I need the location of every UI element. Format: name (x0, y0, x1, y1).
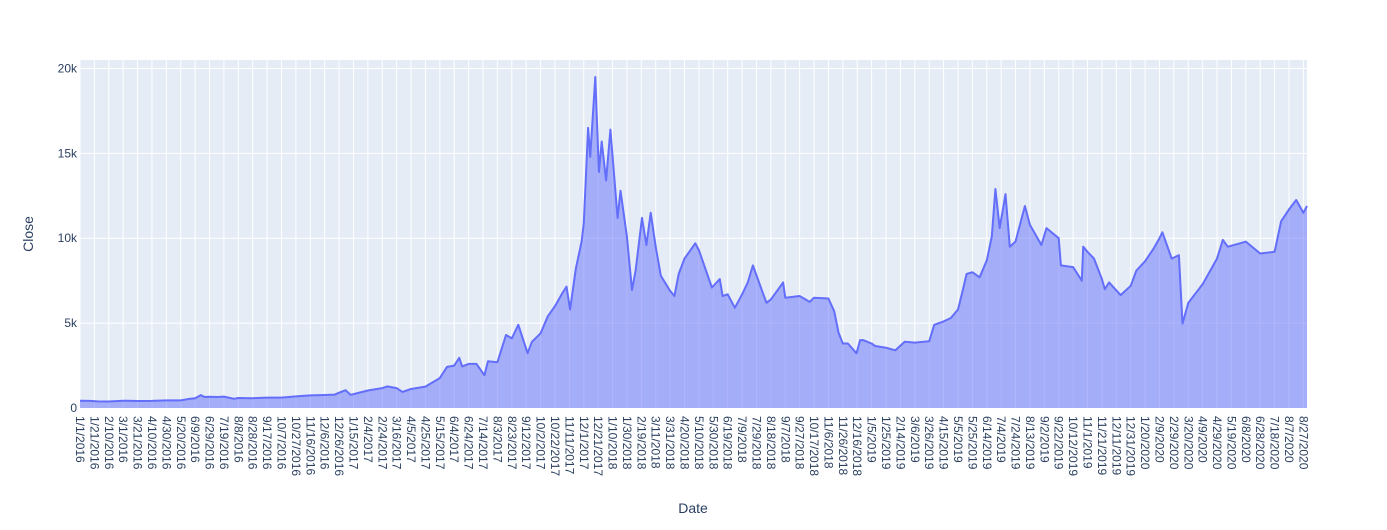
x-tick-label: 5/25/2019 (965, 416, 979, 470)
x-tick-label: 4/20/2018 (678, 416, 692, 470)
x-tick-label: 3/1/2016 (116, 416, 130, 463)
x-tick-label: 9/22/2019 (1052, 416, 1066, 470)
y-tick-label: 10k (58, 231, 78, 245)
x-tick-label: 8/13/2019 (1023, 416, 1037, 470)
x-tick-label: 12/16/2018 (850, 416, 864, 476)
x-tick-label: 7/9/2018 (735, 416, 749, 463)
x-tick-label: 4/30/2016 (159, 416, 173, 470)
x-tick-label: 4/29/2020 (1210, 416, 1224, 470)
x-tick-label: 1/25/2019 (879, 416, 893, 470)
x-tick-label: 8/18/2018 (764, 416, 778, 470)
x-tick-label: 7/29/2018 (749, 416, 763, 470)
x-tick-label: 5/19/2020 (1224, 416, 1238, 470)
x-tick-label: 6/28/2020 (1253, 416, 1267, 470)
x-tick-label: 2/9/2020 (1152, 416, 1166, 463)
x-tick-label: 7/18/2020 (1268, 416, 1282, 470)
x-tick-label: 11/21/2019 (1095, 416, 1109, 475)
x-tick-label: 4/15/2019 (937, 416, 951, 470)
y-tick-label: 0 (70, 401, 77, 415)
x-tick-label: 9/7/2018 (778, 416, 792, 463)
x-tick-label: 1/5/2019 (865, 416, 879, 463)
x-tick-label: 1/10/2018 (606, 416, 620, 470)
x-tick-label: 2/10/2016 (102, 416, 116, 470)
x-tick-label: 1/21/2016 (87, 416, 101, 470)
x-tick-label: 1/30/2018 (620, 416, 634, 470)
x-tick-label: 6/24/2017 (462, 416, 476, 470)
x-tick-label: 8/23/2017 (505, 416, 519, 470)
x-tick-label: 6/4/2017 (447, 416, 461, 463)
x-tick-label: 4/25/2017 (418, 416, 432, 470)
x-tick-label: 9/27/2018 (793, 416, 807, 470)
x-tick-label: 12/6/2016 (318, 416, 332, 470)
x-tick-label: 2/14/2019 (893, 416, 907, 470)
x-tick-label: 12/31/2019 (1124, 416, 1138, 476)
y-axis-ticks: 0 5k 10k 15k 20k (58, 61, 78, 415)
x-tick-label: 6/8/2020 (1239, 416, 1253, 463)
y-tick-label: 5k (64, 316, 78, 330)
x-tick-label: 10/17/2018 (807, 416, 821, 476)
x-axis-title: Date (678, 500, 708, 516)
x-tick-label: 11/26/2018 (836, 416, 850, 475)
x-tick-label: 10/12/2019 (1066, 416, 1080, 476)
x-tick-label: 4/9/2020 (1196, 416, 1210, 463)
x-tick-label: 7/14/2017 (476, 416, 490, 470)
x-tick-label: 3/21/2016 (131, 416, 145, 470)
x-tick-label: 1/1/2016 (73, 416, 87, 463)
x-tick-label: 5/15/2017 (433, 416, 447, 470)
y-tick-label: 15k (58, 146, 78, 160)
x-tick-label: 11/16/2016 (303, 416, 317, 475)
x-axis-ticks: 1/1/2016 1/21/2016 2/10/2016 3/1/2016 3/21/2… (73, 416, 1310, 476)
x-tick-label: 4/5/2017 (404, 416, 418, 463)
x-tick-label: 5/30/2018 (706, 416, 720, 470)
x-tick-label: 12/11/2019 (1109, 416, 1123, 475)
x-tick-label: 12/1/2017 (577, 416, 591, 470)
x-tick-label: 2/24/2017 (375, 416, 389, 470)
x-tick-label: 3/16/2017 (390, 416, 404, 470)
y-axis-title: Close (20, 216, 36, 252)
x-tick-label: 3/31/2018 (663, 416, 677, 470)
x-tick-label: 11/11/2017 (562, 416, 576, 475)
x-tick-label: 10/2/2017 (534, 416, 548, 470)
x-tick-label: 3/11/2018 (649, 416, 663, 469)
x-tick-label: 6/29/2016 (203, 416, 217, 470)
x-tick-label: 2/29/2020 (1167, 416, 1181, 470)
x-tick-label: 9/17/2016 (260, 416, 274, 470)
x-tick-label: 6/19/2018 (721, 416, 735, 470)
x-tick-label: 3/6/2019 (908, 416, 922, 463)
x-tick-label: 4/10/2016 (145, 416, 159, 470)
x-tick-label: 9/2/2019 (1037, 416, 1051, 463)
area-fill (80, 77, 1307, 408)
x-tick-label: 8/28/2016 (246, 416, 260, 470)
x-tick-label: 7/19/2016 (217, 416, 231, 470)
x-tick-label: 7/24/2019 (1009, 416, 1023, 470)
x-tick-label: 5/20/2016 (174, 416, 188, 470)
x-tick-label: 6/14/2019 (980, 416, 994, 470)
x-tick-label: 1/15/2017 (346, 416, 360, 470)
x-tick-label: 5/5/2019 (951, 416, 965, 463)
x-tick-label: 8/27/2020 (1296, 416, 1310, 470)
x-tick-label: 12/26/2016 (332, 416, 346, 476)
x-tick-label: 1/20/2020 (1138, 416, 1152, 470)
x-tick-label: 10/27/2016 (289, 416, 303, 476)
x-tick-label: 10/22/2017 (548, 416, 562, 476)
x-tick-label: 9/12/2017 (519, 416, 533, 470)
x-tick-label: 7/4/2019 (994, 416, 1008, 463)
y-tick-label: 20k (58, 61, 78, 75)
x-tick-label: 8/3/2017 (490, 416, 504, 463)
x-tick-label: 3/20/2020 (1181, 416, 1195, 470)
x-tick-label: 10/7/2016 (275, 416, 289, 470)
series-line (79, 76, 1308, 403)
x-tick-label: 6/9/2016 (188, 416, 202, 463)
x-tick-label: 8/8/2016 (231, 416, 245, 463)
x-tick-label: 2/19/2018 (634, 416, 648, 470)
x-tick-label: 5/10/2018 (692, 416, 706, 470)
x-tick-label: 11/1/2019 (1081, 416, 1095, 469)
x-tick-label: 3/26/2019 (922, 416, 936, 470)
x-tick-label: 11/6/2018 (821, 416, 835, 469)
x-tick-label: 8/7/2020 (1282, 416, 1296, 463)
x-tick-label: 2/4/2017 (361, 416, 375, 463)
x-tick-label: 12/21/2017 (591, 416, 605, 476)
